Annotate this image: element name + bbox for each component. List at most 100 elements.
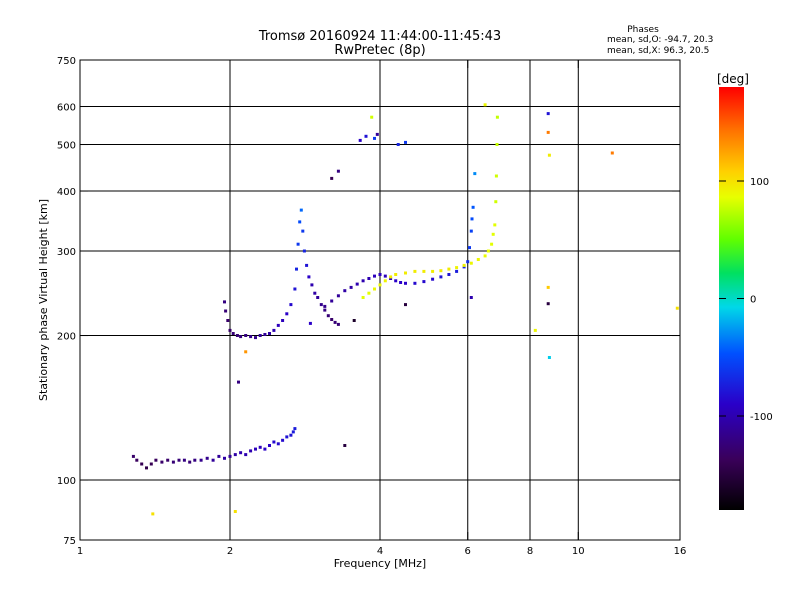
phases-x-stats: mean, sd,X: 96.3, 20.5 [607,46,709,56]
data-point [610,151,614,155]
data-point [226,319,230,322]
data-point [373,274,376,278]
data-point [319,303,323,307]
data-point [675,306,679,310]
data-point [289,433,293,437]
data-point [361,279,365,283]
data-point [268,444,271,447]
data-point [244,453,248,457]
data-point [235,334,239,337]
data-point [483,254,487,258]
x-tick-label: 10 [572,546,585,557]
data-point [352,319,356,322]
x-tick-label: 4 [377,546,383,557]
data-point [413,281,417,285]
data-point [149,462,153,466]
data-point [140,462,144,466]
data-point [383,274,387,278]
data-point [310,283,314,287]
data-point [447,273,451,276]
data-point [333,320,337,324]
data-point [330,299,334,303]
data-point [383,279,387,283]
data-point [394,273,398,276]
data-point [231,332,235,335]
y-tick-label: 75 [63,536,76,547]
data-point [305,263,309,267]
data-point [177,458,181,462]
x-axis-label: Frequency [MHz] [334,557,426,570]
data-point [394,279,398,283]
data-point [358,138,362,142]
data-point [373,136,376,140]
x-tick-label: 2 [227,546,233,557]
data-point [263,447,267,451]
data-point [547,153,551,157]
data-point [476,258,480,261]
data-point [367,277,371,280]
data-point [249,335,253,339]
data-point [254,447,257,451]
data-point [316,296,320,299]
data-point [228,328,232,332]
data-point [276,442,280,446]
colorbar-ticks: 100 0 -100 [719,177,773,423]
data-point [413,269,417,273]
data-point [323,304,327,308]
data-point [349,285,353,289]
data-point [336,169,340,173]
data-point [205,456,209,460]
data-point [285,435,289,439]
data-point [422,280,426,284]
data-point [330,176,334,180]
chart-subtitle: RwPretec (8p) [334,43,425,58]
data-point [323,308,327,312]
y-tick-label: 300 [57,247,76,258]
data-point [166,458,170,462]
data-point [399,281,403,284]
y-tick-label: 100 [57,476,76,487]
data-point [199,458,203,462]
data-point [223,300,226,304]
data-point [546,112,550,116]
data-point [217,454,221,458]
phases-heading: Phases [627,25,659,35]
data-point [470,217,474,221]
data-point [268,332,271,335]
data-point [301,229,305,233]
data-point [547,356,551,359]
data-point [296,242,300,246]
data-point [295,267,298,271]
data-point [336,294,340,298]
data-point [375,132,379,136]
data-point [298,220,302,224]
y-tick-label: 600 [57,103,76,114]
data-point [404,303,407,307]
data-point [151,512,155,516]
data-point [491,232,495,236]
x-tick-label: 6 [465,546,471,557]
data-point [281,319,285,322]
data-point [188,460,192,464]
data-point [131,454,135,458]
data-point [473,172,477,176]
phases-o-stats: mean, sd,O: -94.7, 20.3 [607,35,713,45]
data-point [258,445,262,449]
data-point [431,269,435,273]
data-point [211,458,215,462]
data-point [276,323,280,327]
data-point [237,380,240,384]
data-point [495,115,499,119]
data-point [370,115,374,119]
data-point [493,223,497,227]
data-point [135,458,139,462]
data-point [239,335,243,339]
data-point [224,309,228,313]
data-point [330,318,334,321]
data-point [546,302,550,306]
data-point [336,322,340,326]
data-point [469,229,473,233]
data-point [389,277,393,280]
data-point [160,460,164,464]
